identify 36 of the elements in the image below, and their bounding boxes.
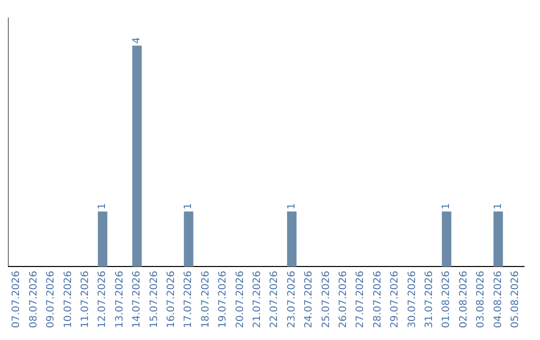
x-tick-label: 18.07.2026: [200, 270, 212, 328]
x-tick-label: 10.07.2026: [62, 270, 74, 328]
x-tick-label: 20.07.2026: [234, 270, 246, 328]
x-tick-label: 07.07.2026: [11, 270, 22, 328]
x-tick-label: 01.08.2026: [441, 270, 452, 328]
x-tick-label: 09.07.2026: [46, 270, 57, 328]
x-tick-label: 12.07.2026: [97, 270, 108, 328]
x-tick-label: 31.07.2026: [424, 270, 435, 328]
x-tick-label: 24.07.2026: [304, 270, 315, 328]
x-tick-label: 19.07.2026: [218, 270, 229, 328]
data-label: 1: [441, 203, 452, 210]
x-tick-label: 16.07.2026: [166, 270, 177, 328]
x-tick-label: 26.07.2026: [338, 270, 349, 328]
data-label: 1: [97, 203, 108, 210]
x-tick-label: 11.07.2026: [80, 270, 91, 328]
data-label: 1: [492, 203, 504, 210]
x-tick-label: 22.07.2026: [269, 270, 280, 328]
x-tick-label: 28.07.2026: [372, 270, 384, 328]
x-tick-label: 05.08.2026: [510, 270, 521, 328]
x-tick-label: 21.07.2026: [252, 270, 263, 328]
x-tick-label: 17.07.2026: [183, 270, 194, 328]
x-tick-label: 03.08.2026: [476, 270, 487, 328]
data-label: 4: [132, 37, 143, 44]
data-label: 1: [183, 203, 194, 210]
x-tick-label: 08.07.2026: [28, 270, 40, 328]
data-label: 1: [286, 203, 298, 210]
x-tick-label: 30.07.2026: [406, 270, 418, 328]
x-tick-label: 14.07.2026: [132, 270, 143, 328]
x-tick-label: 29.07.2026: [390, 270, 401, 328]
x-tick-label: 04.08.2026: [492, 270, 504, 328]
x-tick-label: 25.07.2026: [320, 270, 332, 328]
x-tick-label: 23.07.2026: [286, 270, 298, 328]
x-tick-label: 13.07.2026: [114, 270, 126, 328]
x-tick-label: 27.07.2026: [355, 270, 366, 328]
x-tick-label: 15.07.2026: [148, 270, 160, 328]
x-tick-label: 02.08.2026: [458, 270, 470, 328]
